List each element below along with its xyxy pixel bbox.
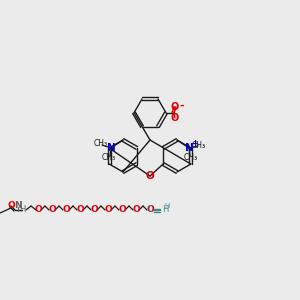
Text: C: C xyxy=(147,206,153,214)
Text: CH₃: CH₃ xyxy=(192,140,206,149)
Text: CH₃: CH₃ xyxy=(102,154,116,163)
Text: O: O xyxy=(48,206,56,214)
Text: O: O xyxy=(62,206,70,214)
Text: O: O xyxy=(146,206,154,214)
Text: H: H xyxy=(19,206,25,214)
Text: O: O xyxy=(34,206,42,214)
Text: N: N xyxy=(14,200,22,209)
Text: O: O xyxy=(8,200,16,209)
Text: O: O xyxy=(146,171,154,181)
Text: O: O xyxy=(118,206,126,214)
Text: O: O xyxy=(104,206,112,214)
Text: H: H xyxy=(162,206,168,214)
Text: O: O xyxy=(171,102,179,112)
Text: CH₃: CH₃ xyxy=(184,154,198,163)
Text: H: H xyxy=(164,203,169,209)
Text: -: - xyxy=(180,101,184,111)
Text: O: O xyxy=(132,206,140,214)
Text: O: O xyxy=(76,206,84,214)
Text: N: N xyxy=(184,143,194,153)
Text: O: O xyxy=(90,206,98,214)
Text: N: N xyxy=(106,143,116,153)
Text: CH₃: CH₃ xyxy=(94,140,108,148)
Text: +: + xyxy=(191,139,199,148)
Text: O: O xyxy=(171,113,179,123)
